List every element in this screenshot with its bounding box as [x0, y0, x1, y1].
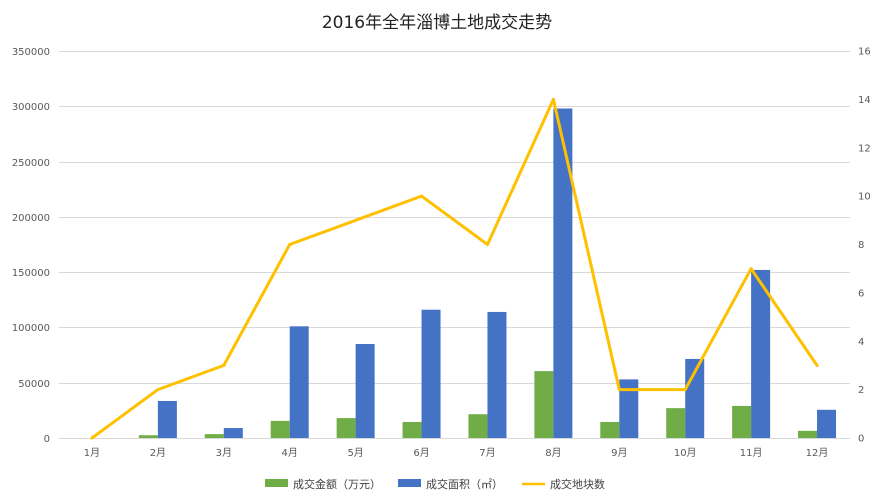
- right-tick-label: 0: [858, 434, 864, 445]
- x-tick-label: 6月: [413, 447, 429, 459]
- line-point: [420, 194, 424, 198]
- bar-amount: [666, 408, 686, 438]
- right-tick-label: 6: [858, 288, 864, 299]
- x-tick-label: 5月: [347, 447, 363, 459]
- bar-area: [289, 326, 309, 438]
- bar-area: [157, 400, 177, 438]
- line-point: [485, 243, 489, 246]
- line-plots-count: [90, 97, 819, 440]
- x-tick-label: 4月: [282, 447, 298, 459]
- legend: 成交金额（万元） 成交面积（㎡） 成交地块数: [265, 477, 605, 491]
- right-tick-label: 2: [858, 385, 864, 396]
- line-series: [90, 97, 819, 440]
- bar-amount: [600, 421, 620, 438]
- x-axis-labels: 1月 2月 3月 4月 5月 6月 7月 8月 9月 10月 11月 12月: [84, 447, 829, 459]
- bar-amount: [798, 430, 818, 438]
- line-point: [683, 388, 687, 392]
- bar-area: [751, 269, 771, 438]
- bar-amount: [732, 405, 752, 438]
- legend-swatch: [398, 479, 421, 487]
- line-point: [156, 388, 160, 392]
- line-point: [288, 243, 292, 246]
- right-tick-label: 16: [858, 47, 871, 58]
- bar-amount: [402, 421, 422, 438]
- left-tick-label: 200000: [12, 213, 50, 224]
- bar-amount: [534, 371, 554, 438]
- left-tick-label: 0: [44, 434, 50, 445]
- x-tick-label: 11月: [740, 447, 763, 459]
- bar-area: [355, 344, 375, 438]
- line-point: [551, 97, 555, 101]
- legend-swatch: [265, 479, 288, 487]
- right-tick-label: 14: [858, 95, 871, 106]
- left-tick-label: 100000: [12, 323, 50, 334]
- x-tick-label: 12月: [806, 447, 829, 459]
- left-tick-label: 50000: [18, 379, 50, 390]
- x-tick-label: 1月: [84, 447, 100, 459]
- bar-amount: [468, 414, 488, 438]
- bar-area: [223, 428, 243, 438]
- right-axis-ticks: 0 2 4 6 8 10 12 14 16: [858, 47, 871, 445]
- bar-area: [553, 108, 573, 439]
- left-tick-label: 250000: [12, 158, 50, 169]
- bars: [138, 108, 837, 439]
- bar-area: [619, 379, 639, 438]
- line-point: [90, 436, 94, 440]
- line-point: [815, 363, 819, 367]
- bar-amount: [138, 435, 158, 438]
- right-tick-label: 8: [858, 240, 864, 251]
- x-tick-label: 9月: [611, 447, 627, 459]
- legend-label: 成交金额（万元）: [293, 477, 381, 491]
- legend-label: 成交地块数: [550, 477, 605, 491]
- bar-amount: [204, 434, 224, 438]
- x-tick-label: 2月: [150, 447, 166, 459]
- left-tick-label: 300000: [12, 102, 50, 113]
- line-point: [354, 218, 358, 222]
- right-tick-label: 12: [858, 143, 871, 154]
- line-point: [617, 388, 621, 392]
- x-tick-label: 10月: [674, 447, 697, 459]
- legend-label: 成交面积（㎡）: [426, 477, 503, 491]
- x-tick-label: 3月: [216, 447, 232, 459]
- line-point: [222, 363, 226, 367]
- right-tick-label: 10: [858, 192, 871, 203]
- bar-area: [421, 309, 441, 438]
- bar-amount: [270, 420, 290, 438]
- left-tick-label: 150000: [12, 268, 50, 279]
- bar-area: [487, 311, 507, 438]
- left-axis-ticks: 0 50000 100000 150000 200000 250000 300000 3500…: [12, 47, 50, 445]
- bar-area: [817, 409, 837, 438]
- line-point: [749, 267, 753, 271]
- bar-amount: [336, 418, 356, 438]
- x-tick-label: 8月: [545, 447, 561, 459]
- left-tick-label: 350000: [12, 47, 50, 58]
- right-tick-label: 4: [858, 337, 864, 348]
- chart-title: 2016年全年淄博土地成交走势: [322, 13, 552, 33]
- x-tick-label: 7月: [479, 447, 495, 459]
- gridlines: [59, 51, 850, 439]
